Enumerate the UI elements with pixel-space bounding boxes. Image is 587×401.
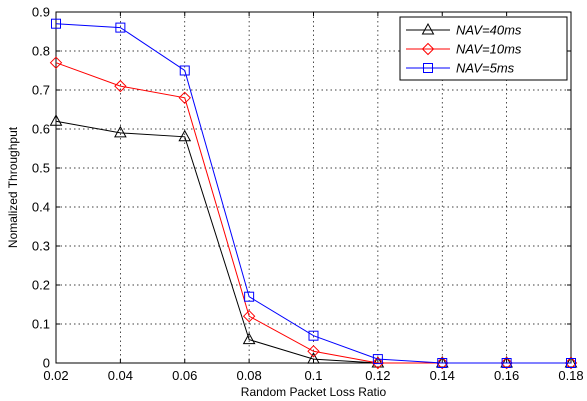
diamond-marker (421, 42, 435, 56)
diamond-marker (371, 356, 385, 370)
legend-label: NAV=5ms (456, 61, 515, 76)
x-tick-label: 0.06 (172, 368, 197, 383)
y-axis-title: Nomalized Throughput (6, 126, 20, 248)
square-marker (566, 358, 576, 368)
y-tick-label: 0.1 (32, 317, 50, 332)
y-tick-label: 0.7 (32, 83, 50, 98)
y-tick-label: 0.4 (32, 200, 50, 215)
y-tick-label: 0 (43, 356, 50, 371)
triangle-marker (114, 125, 127, 138)
square-marker (179, 65, 190, 76)
x-tick-label: 0.16 (494, 368, 519, 383)
triangle-marker (49, 114, 63, 126)
legend-label: NAV=40ms (456, 23, 522, 38)
square-marker (51, 18, 61, 29)
x-axis-title: Random Packet Loss Ratio (241, 385, 387, 399)
series-line (55, 23, 571, 364)
triangle-marker (421, 22, 435, 35)
diamond-marker (242, 309, 256, 323)
y-tick-label: 0.8 (32, 44, 50, 59)
x-tick-label: 0.02 (43, 368, 68, 383)
diamond-marker (49, 56, 63, 69)
x-tick-label: 0.14 (430, 368, 455, 383)
square-marker (423, 63, 433, 73)
square-marker (115, 22, 126, 33)
series-layer (49, 18, 578, 370)
diamond-marker (178, 91, 191, 105)
x-tick-label: 0.12 (365, 368, 390, 383)
square-marker (308, 330, 319, 341)
triangle-marker (178, 129, 192, 142)
diamond-marker (307, 345, 320, 358)
axis-ticks: 0.02 0.04 0.06 0.08 0.1 0.12 0.14 0.16 0.18 0 0.1 0… (32, 5, 584, 384)
diamond-marker (500, 356, 513, 370)
diamond-marker (564, 356, 578, 370)
triangle-marker (242, 332, 256, 345)
square-marker (501, 358, 512, 368)
y-tick-label: 0.3 (32, 239, 50, 254)
y-tick-label: 0.6 (32, 122, 50, 137)
square-marker (244, 291, 255, 302)
y-tick-label: 0.2 (32, 278, 50, 293)
diamond-marker (114, 79, 127, 93)
x-tick-label: 0.08 (236, 368, 261, 383)
square-marker (372, 354, 383, 365)
legend-label: NAV=10ms (456, 42, 522, 57)
triangle-marker (307, 352, 320, 364)
diamond-marker (436, 356, 449, 370)
grid-lines (56, 12, 571, 363)
series-NAV=5ms (51, 18, 576, 368)
x-tick-label: 0.1 (304, 368, 322, 383)
legend: NAV=40ms NAV=10ms NAV=5ms (399, 16, 568, 81)
x-tick-label: 0.18 (558, 368, 583, 383)
y-tick-label: 0.9 (32, 5, 50, 20)
square-marker (437, 358, 448, 368)
y-tick-label: 0.5 (32, 161, 50, 176)
x-tick-label: 0.04 (108, 368, 133, 383)
